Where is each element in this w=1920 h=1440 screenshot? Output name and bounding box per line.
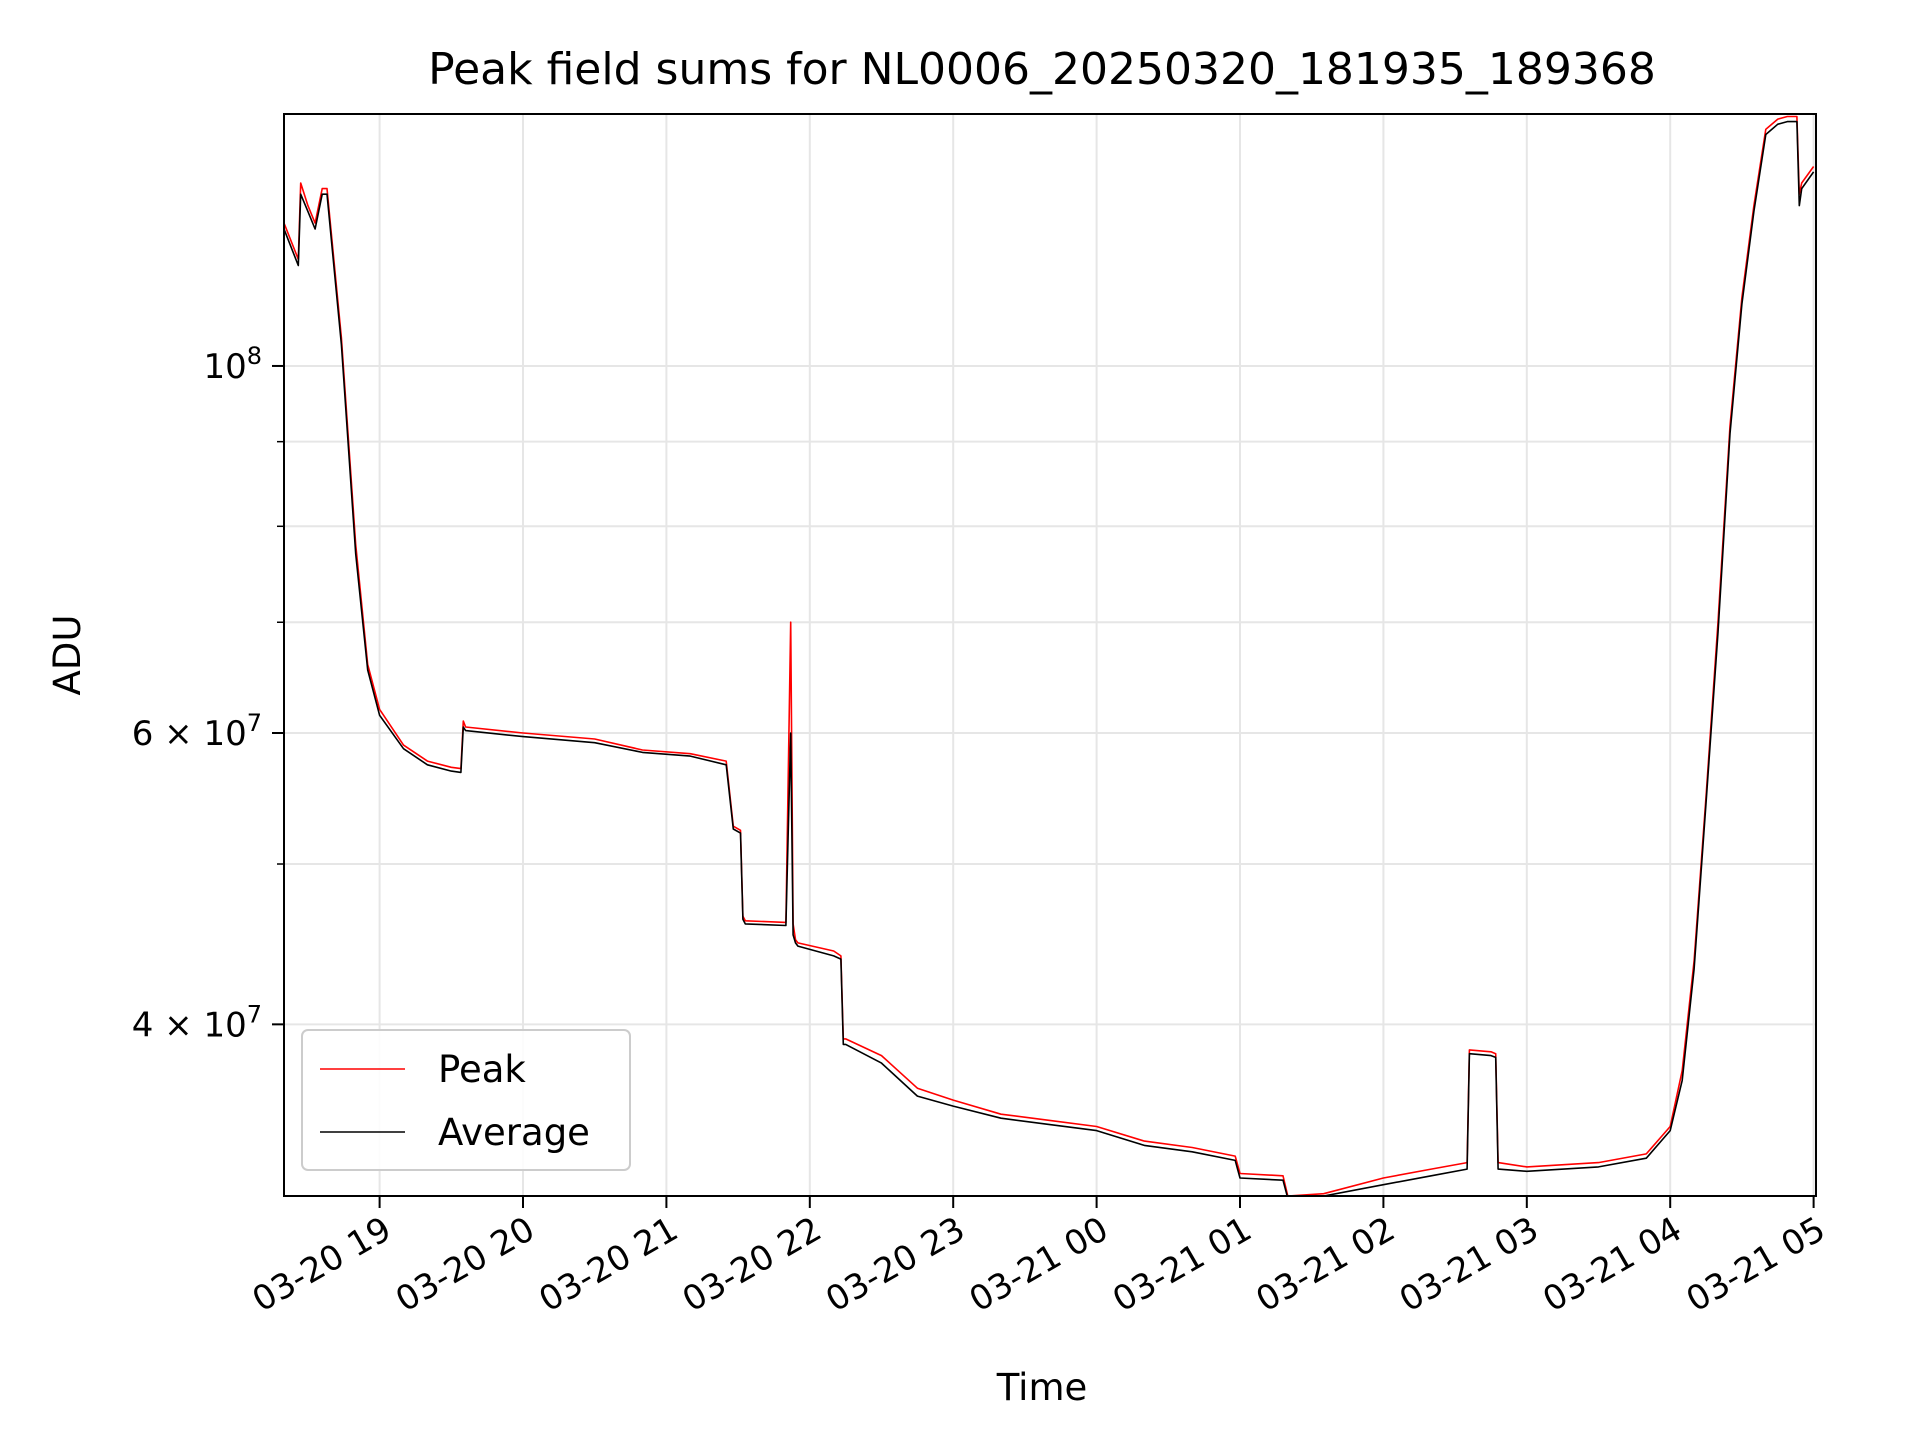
x-tick-label: 03-20 22 bbox=[676, 1209, 828, 1320]
x-tick-label: 03-20 20 bbox=[389, 1209, 541, 1320]
plot-frame bbox=[283, 113, 1817, 1197]
chart-title: Peak field sums for NL0006_20250320_1819… bbox=[428, 44, 1656, 95]
x-tick-label: 03-21 00 bbox=[963, 1209, 1115, 1320]
legend: Peak Average bbox=[301, 1029, 631, 1171]
x-axis-label: Time bbox=[996, 1366, 1088, 1409]
y-tick-label: 108 bbox=[203, 342, 262, 387]
y-tick-label: 6 × 107 bbox=[132, 709, 262, 754]
x-tick-label: 03-21 03 bbox=[1393, 1209, 1545, 1320]
x-tick-label: 03-20 19 bbox=[246, 1209, 398, 1320]
y-axis-label: ADU bbox=[46, 615, 89, 696]
x-tick-label: 03-20 21 bbox=[533, 1209, 685, 1320]
legend-peak-label: Peak bbox=[438, 1048, 526, 1091]
legend-average-label: Average bbox=[438, 1111, 590, 1154]
x-tick-label: 03-21 04 bbox=[1536, 1209, 1688, 1320]
grid-lines bbox=[284, 114, 1816, 1196]
plot-series bbox=[284, 115, 1815, 1196]
x-tick-label: 03-21 02 bbox=[1250, 1209, 1402, 1320]
series-line-average bbox=[284, 120, 1815, 1196]
x-tick-label: 03-21 01 bbox=[1106, 1209, 1258, 1320]
x-tick-label: 03-20 23 bbox=[819, 1209, 971, 1320]
legend-box bbox=[301, 1029, 631, 1171]
x-tick-label: 03-21 05 bbox=[1680, 1209, 1832, 1320]
y-tick-label: 4 × 107 bbox=[132, 1000, 262, 1045]
